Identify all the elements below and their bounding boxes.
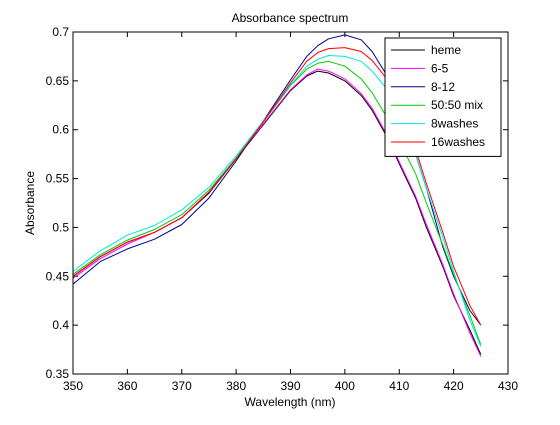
y-tick-label: 0.55 xyxy=(46,172,70,186)
legend-box xyxy=(384,37,502,157)
legend-label: 6-5 xyxy=(431,61,449,75)
series-line-4 xyxy=(72,55,482,347)
y-tick-label: 0.5 xyxy=(52,220,69,234)
x-tick-label: 400 xyxy=(335,379,355,393)
legend-label: 50:50 mix xyxy=(431,98,483,112)
y-tick-label: 0.45 xyxy=(46,269,70,283)
x-tick-label: 390 xyxy=(280,379,300,393)
y-tick-label: 0.4 xyxy=(52,318,69,332)
x-tick-label: 370 xyxy=(172,379,192,393)
x-tick-label: 430 xyxy=(498,379,518,393)
legend-label: 8washes xyxy=(431,117,478,131)
series-line-5 xyxy=(72,47,482,326)
series-line-3 xyxy=(72,60,482,345)
tick-group: 350 360 370 380 390 400 410 420 430 0.35 0.4 0.45 0.… xyxy=(46,25,519,393)
legend-label: heme xyxy=(431,43,461,57)
y-tick-label: 0.6 xyxy=(52,123,69,137)
y-tick-label: 0.35 xyxy=(46,367,70,381)
chart-title: Absorbance spectrum xyxy=(232,11,349,25)
x-tick-label: 420 xyxy=(444,379,464,393)
legend-label: 16washes xyxy=(431,135,485,149)
x-axis-label: Wavelength (nm) xyxy=(245,395,336,409)
x-tick-label: 350 xyxy=(63,379,83,393)
axes-frame xyxy=(72,31,509,375)
x-tick-label: 360 xyxy=(117,379,137,393)
series-line-2 xyxy=(72,34,482,326)
y-axis-label: Absorbance xyxy=(23,171,37,235)
series-lines xyxy=(72,34,482,357)
legend: heme 6-5 8-12 50:50 mix 8washes 16washes xyxy=(384,37,502,157)
x-tick-label: 410 xyxy=(389,379,409,393)
y-tick-label: 0.7 xyxy=(52,25,69,39)
y-tick-label: 0.65 xyxy=(46,74,70,88)
legend-label: 8-12 xyxy=(431,80,455,94)
x-tick-label: 380 xyxy=(226,379,246,393)
